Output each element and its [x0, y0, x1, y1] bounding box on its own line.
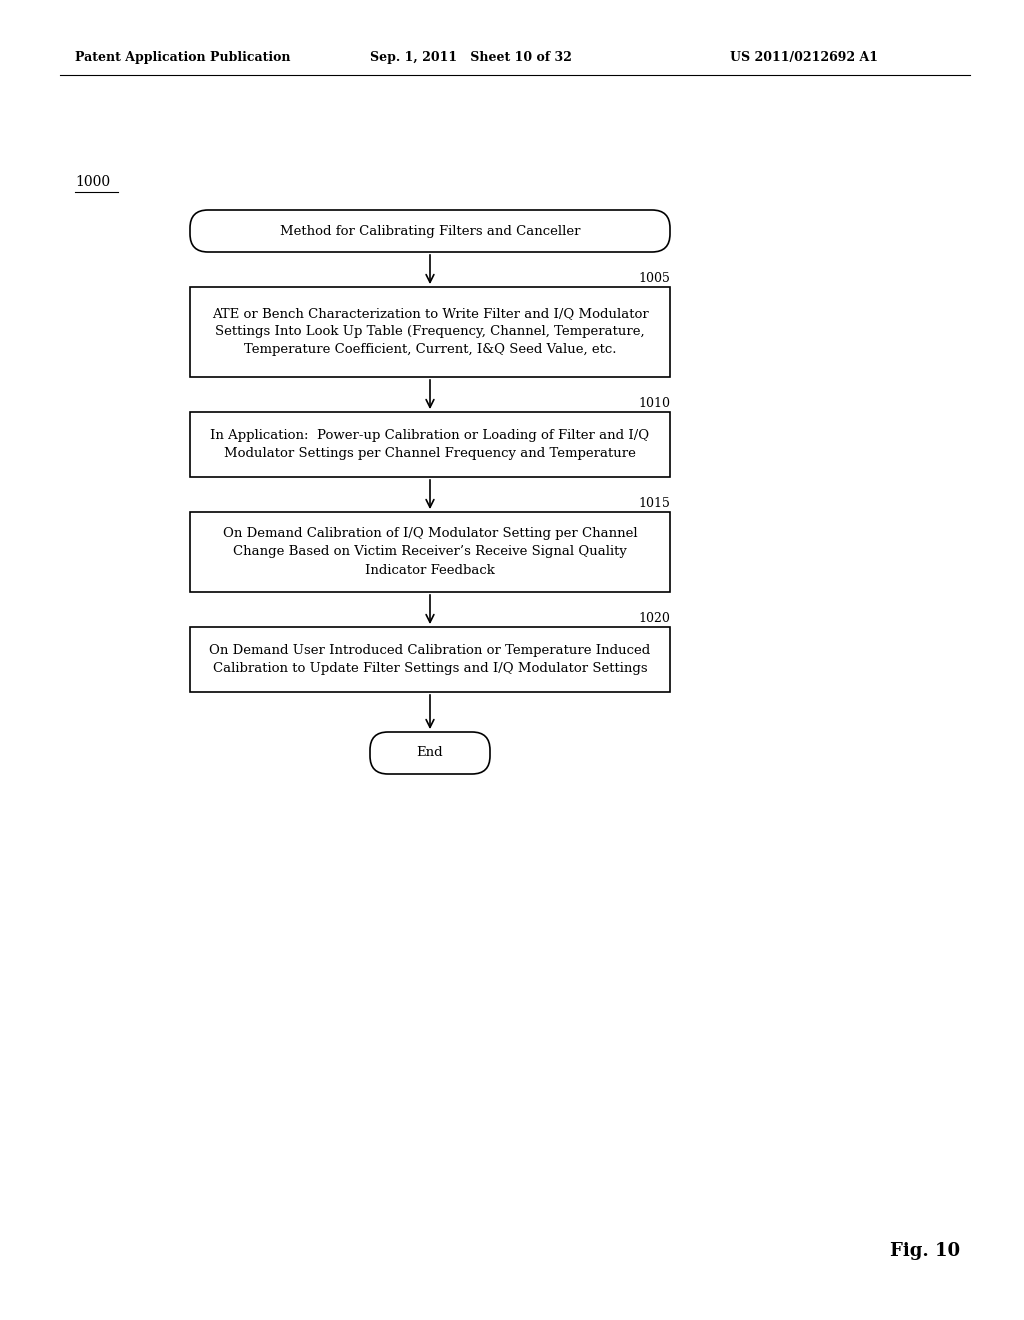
- Text: 1020: 1020: [638, 612, 670, 624]
- FancyBboxPatch shape: [190, 412, 670, 477]
- Text: 1000: 1000: [75, 176, 111, 189]
- Text: Patent Application Publication: Patent Application Publication: [75, 51, 291, 65]
- Text: On Demand Calibration of I/Q Modulator Setting per Channel
Change Based on Victi: On Demand Calibration of I/Q Modulator S…: [222, 528, 637, 577]
- FancyBboxPatch shape: [190, 210, 670, 252]
- FancyBboxPatch shape: [190, 627, 670, 692]
- Text: In Application:  Power-up Calibration or Loading of Filter and I/Q
Modulator Set: In Application: Power-up Calibration or …: [211, 429, 649, 459]
- Text: End: End: [417, 747, 443, 759]
- Text: 1015: 1015: [638, 498, 670, 510]
- Text: On Demand User Introduced Calibration or Temperature Induced
Calibration to Upda: On Demand User Introduced Calibration or…: [209, 644, 650, 675]
- Text: 1010: 1010: [638, 397, 670, 411]
- FancyBboxPatch shape: [190, 512, 670, 591]
- Text: 1005: 1005: [638, 272, 670, 285]
- Text: Sep. 1, 2011   Sheet 10 of 32: Sep. 1, 2011 Sheet 10 of 32: [370, 51, 571, 65]
- Text: Fig. 10: Fig. 10: [890, 1242, 961, 1261]
- Text: US 2011/0212692 A1: US 2011/0212692 A1: [730, 51, 878, 65]
- FancyBboxPatch shape: [190, 286, 670, 378]
- FancyBboxPatch shape: [370, 733, 490, 774]
- Text: Method for Calibrating Filters and Canceller: Method for Calibrating Filters and Cance…: [280, 224, 581, 238]
- Text: ATE or Bench Characterization to Write Filter and I/Q Modulator
Settings Into Lo: ATE or Bench Characterization to Write F…: [212, 308, 648, 356]
